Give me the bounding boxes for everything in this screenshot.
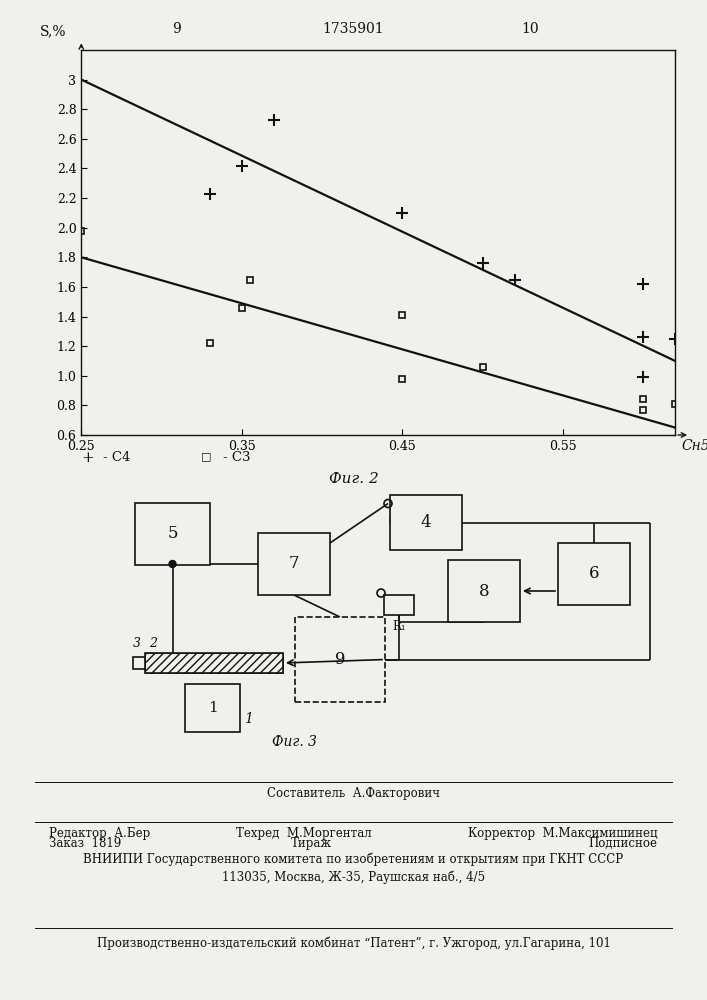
Text: 8: 8 <box>479 582 489 599</box>
Text: 7: 7 <box>288 556 299 572</box>
Text: 4: 4 <box>421 514 431 531</box>
Bar <box>258 533 330 595</box>
Text: - C4: - C4 <box>103 451 130 464</box>
Bar <box>295 617 385 702</box>
Text: Cн50: Cн50 <box>681 439 707 453</box>
Text: 1: 1 <box>244 712 253 726</box>
Text: - C3: - C3 <box>223 451 250 464</box>
Text: 1735901: 1735901 <box>322 22 385 36</box>
Text: Фиг. 2: Фиг. 2 <box>329 472 378 486</box>
Text: Корректор  М.Максимишинец: Корректор М.Максимишинец <box>468 827 658 840</box>
Text: S,%: S,% <box>40 24 66 38</box>
Bar <box>185 684 240 732</box>
Text: R₁: R₁ <box>392 620 406 633</box>
Text: 3: 3 <box>133 637 141 650</box>
Bar <box>448 560 520 622</box>
Text: 9: 9 <box>334 651 345 668</box>
Text: Заказ  1819: Заказ 1819 <box>49 837 122 850</box>
Bar <box>384 595 414 615</box>
Text: Техред  М.Моргентал: Техред М.Моргентал <box>236 827 372 840</box>
Text: 2: 2 <box>149 637 157 650</box>
Text: 1: 1 <box>208 701 217 715</box>
Text: Подписное: Подписное <box>588 837 658 850</box>
Bar <box>390 495 462 550</box>
Text: Составитель  А.Факторович: Составитель А.Факторович <box>267 787 440 800</box>
Text: Производственно-издательский комбинат “Патент”, г. Ужгород, ул.Гагарина, 101: Производственно-издательский комбинат “П… <box>97 937 610 950</box>
Bar <box>145 653 283 673</box>
Text: 10: 10 <box>522 22 539 36</box>
Text: □: □ <box>201 451 212 461</box>
Bar <box>558 543 630 605</box>
Text: ВНИИПИ Государственного комитета по изобретениям и открытиям при ГКНТ СССР: ВНИИПИ Государственного комитета по изоб… <box>83 853 624 866</box>
Text: +: + <box>81 451 94 465</box>
Text: Тираж: Тираж <box>291 837 332 850</box>
Text: Фиг. 3: Фиг. 3 <box>272 735 317 749</box>
Bar <box>135 503 210 565</box>
Text: 113035, Москва, Ж-35, Раушская наб., 4/5: 113035, Москва, Ж-35, Раушская наб., 4/5 <box>222 870 485 884</box>
Bar <box>133 657 145 669</box>
Bar <box>145 653 283 673</box>
Circle shape <box>169 560 176 568</box>
Text: 5: 5 <box>168 526 177 542</box>
Text: Редактор  А.Бер: Редактор А.Бер <box>49 827 151 840</box>
Text: 9: 9 <box>173 22 181 36</box>
Text: 6: 6 <box>589 566 600 582</box>
